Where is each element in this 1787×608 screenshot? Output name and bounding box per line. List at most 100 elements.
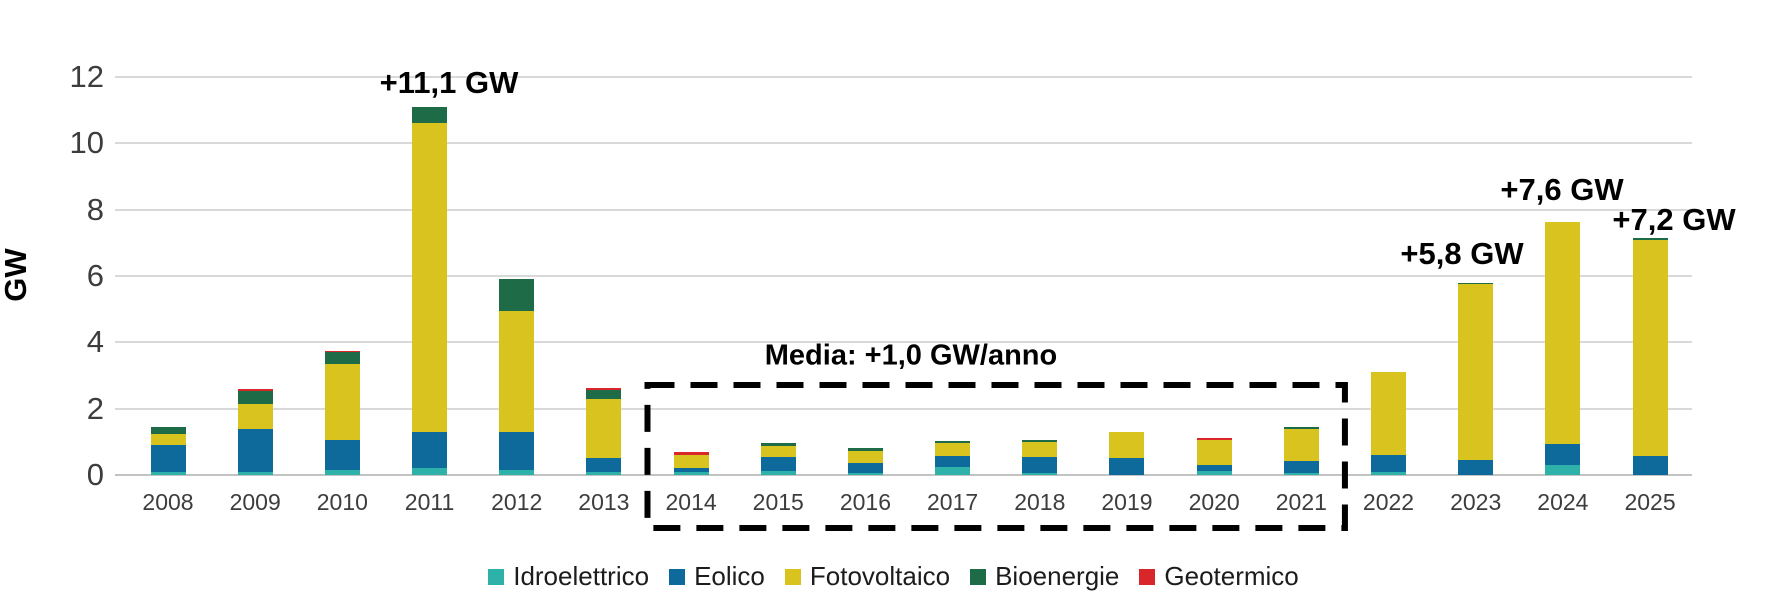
x-tick-label-2012: 2012 <box>491 489 543 515</box>
gridline-12 <box>115 75 1692 78</box>
legend-swatch-idroelettrico <box>488 568 505 585</box>
bar-2018-idroelettrico <box>1022 473 1058 475</box>
bar-2020-eolico <box>1196 465 1232 472</box>
x-tick-label-2023: 2023 <box>1450 489 1502 515</box>
bar-2021-eolico <box>1283 460 1319 474</box>
bar-2010-geotermico <box>324 350 360 353</box>
bar-2021-idroelettrico <box>1283 473 1319 475</box>
x-tick-label-2021: 2021 <box>1275 489 1327 515</box>
bar-2017-bioenergie <box>935 440 971 444</box>
bar-2013-fotovoltaico <box>586 398 622 459</box>
bar-2009-eolico <box>237 429 273 473</box>
bar-2009-geotermico <box>237 388 273 392</box>
bar-2024-eolico <box>1545 444 1581 466</box>
bar-2021-fotovoltaico <box>1283 429 1319 461</box>
gridline-6 <box>115 274 1692 277</box>
legend-swatch-eolico <box>669 568 686 585</box>
y-tick-label-12: 12 <box>69 58 104 94</box>
bar-2011-bioenergie <box>412 106 448 124</box>
bar-2016-fotovoltaico <box>847 451 883 463</box>
legend-label-geotermico: Geotermico <box>1164 561 1299 591</box>
bar-2024-fotovoltaico <box>1545 221 1581 445</box>
bar-2010-eolico <box>324 440 360 470</box>
x-tick-label-2019: 2019 <box>1101 489 1153 515</box>
y-tick-label-10: 10 <box>69 125 104 161</box>
bar-2022-fotovoltaico <box>1371 372 1407 456</box>
x-tick-label-2014: 2014 <box>665 489 717 515</box>
legend-swatch-geotermico <box>1139 568 1156 585</box>
bar-2015-idroelettrico <box>760 470 796 475</box>
x-tick-label-2020: 2020 <box>1188 489 1240 515</box>
bar-2008-idroelettrico <box>150 471 186 475</box>
bar-2024-idroelettrico <box>1545 465 1581 475</box>
bar-2013-bioenergie <box>586 390 622 399</box>
gridline-4 <box>115 341 1692 344</box>
bar-2010-idroelettrico <box>324 470 360 475</box>
bar-2014-idroelettrico <box>673 471 709 475</box>
bar-2012-bioenergie <box>499 279 535 311</box>
legend-label-idroelettrico: Idroelettrico <box>513 561 650 591</box>
bar-2011-eolico <box>412 431 448 469</box>
bar-2011-idroelettrico <box>412 468 448 475</box>
bar-2010-bioenergie <box>324 352 360 364</box>
bar-2022-eolico <box>1371 455 1407 472</box>
bar-2013-eolico <box>586 458 622 472</box>
x-tick-label-2008: 2008 <box>142 489 194 515</box>
x-tick-label-2016: 2016 <box>839 489 892 515</box>
legend-label-bioenergie: Bioenergie <box>995 561 1120 591</box>
bar-2020-geotermico <box>1196 437 1232 441</box>
bar-2018-fotovoltaico <box>1022 441 1058 458</box>
x-tick-label-2017: 2017 <box>927 489 979 515</box>
y-tick-label-2: 2 <box>86 390 104 426</box>
legend-item-eolico: Eolico <box>669 561 765 592</box>
legend-swatch-bioenergie <box>970 568 987 585</box>
bar-2012-fotovoltaico <box>499 310 535 432</box>
x-tick-label-2011: 2011 <box>404 489 455 515</box>
bar-2010-fotovoltaico <box>324 363 360 441</box>
bar-2014-fotovoltaico <box>673 455 709 469</box>
legend-item-bioenergie: Bioenergie <box>970 561 1119 592</box>
legend-item-idroelettrico: Idroelettrico <box>488 561 649 592</box>
annotation-total-2011: +11,1 GW <box>379 65 519 100</box>
x-tick-label-2009: 2009 <box>229 489 281 515</box>
bar-2023-eolico <box>1458 460 1494 475</box>
x-tick-label-2018: 2018 <box>1014 489 1066 515</box>
annotation-total-2025: +7,2 GW <box>1612 202 1736 237</box>
bar-2016-bioenergie <box>847 448 883 452</box>
x-tick-label-2024: 2024 <box>1537 489 1589 515</box>
gridline-8 <box>115 208 1692 211</box>
legend-label-fotovoltaico: Fotovoltaico <box>809 561 951 591</box>
bar-2025-fotovoltaico <box>1632 240 1668 457</box>
bar-2009-idroelettrico <box>237 472 273 475</box>
bar-2020-fotovoltaico <box>1196 440 1232 466</box>
bar-2008-bioenergie <box>150 426 186 434</box>
bar-2019-fotovoltaico <box>1109 431 1145 459</box>
bar-2014-eolico <box>673 468 709 472</box>
legend-item-fotovoltaico: Fotovoltaico <box>784 561 951 592</box>
bar-2023-bioenergie <box>1458 282 1494 285</box>
bar-2023-fotovoltaico <box>1458 284 1494 461</box>
legend-item-geotermico: Geotermico <box>1139 561 1299 592</box>
bar-2017-idroelettrico <box>935 466 971 475</box>
bar-2019-eolico <box>1109 458 1145 475</box>
x-tick-label-2025: 2025 <box>1624 489 1676 515</box>
legend-swatch-fotovoltaico <box>784 568 801 585</box>
bar-2009-bioenergie <box>237 391 273 405</box>
bar-2014-geotermico <box>673 452 709 456</box>
y-tick-label-4: 4 <box>86 324 104 360</box>
bar-2021-bioenergie <box>1283 426 1319 430</box>
bar-2013-geotermico <box>586 387 622 391</box>
bar-2012-idroelettrico <box>499 470 535 475</box>
bar-2013-idroelettrico <box>586 471 622 475</box>
bar-2016-idroelettrico <box>847 472 883 475</box>
gridline-10 <box>115 142 1692 145</box>
legend: Idroelettrico Eolico Fotovoltaico Bioenergi… <box>0 561 1787 592</box>
annotation-media-average: Media: +1,0 GW/anno <box>764 339 1058 372</box>
bar-2017-fotovoltaico <box>935 443 971 457</box>
bar-2008-fotovoltaico <box>150 433 186 446</box>
y-tick-label-8: 8 <box>86 191 104 227</box>
bar-2015-eolico <box>760 456 796 471</box>
bar-2011-fotovoltaico <box>412 123 448 432</box>
bar-2020-idroelettrico <box>1196 471 1232 475</box>
